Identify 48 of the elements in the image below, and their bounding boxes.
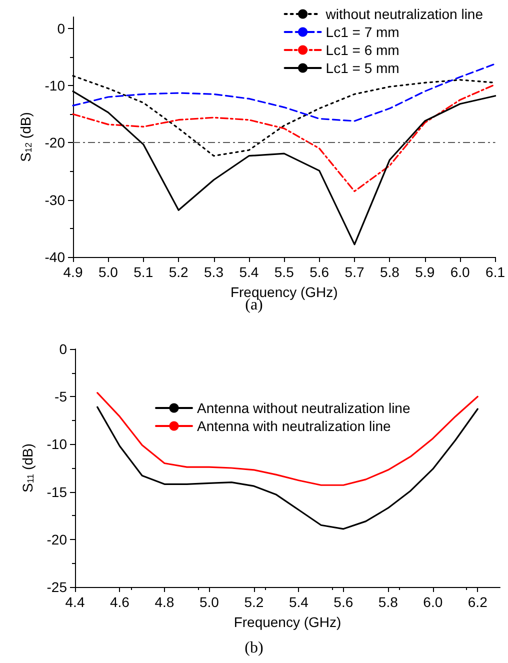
- y-tick-label: -25: [46, 579, 68, 595]
- y-tick-label: -40: [44, 249, 66, 265]
- x-tick-label: 4.6: [110, 594, 130, 610]
- x-tick-label: 4.8: [154, 594, 174, 610]
- legend-label: Lc1 = 7 mm: [326, 24, 400, 40]
- x-tick-label: 5.6: [334, 594, 354, 610]
- x-tick-label: 5.1: [134, 264, 154, 280]
- x-tick-label: 5.5: [274, 264, 294, 280]
- text: (b): [244, 640, 264, 656]
- y-tick-label: -10: [44, 78, 66, 94]
- x-tick-label: 5.9: [415, 264, 435, 280]
- line-series: [72, 63, 496, 122]
- legend-label: Lc1 = 6 mm: [326, 42, 400, 58]
- line-series: [72, 84, 496, 192]
- legend-label: Antenna with neutralization line: [197, 418, 392, 434]
- x-tick-label: 5.3: [204, 264, 224, 280]
- x-tick-label: 6.2: [468, 594, 488, 610]
- x-axis-title: Frequency (GHz): [230, 284, 338, 300]
- y-tick-label: -5: [54, 388, 68, 405]
- x-tick-label: 4.4: [65, 594, 85, 610]
- y-tick-label: 0: [59, 341, 68, 357]
- y-axis-title: S12 (dB): [18, 112, 34, 162]
- x-tick-label: 5.8: [378, 594, 398, 610]
- x-tick-label: 5.4: [288, 594, 309, 610]
- legend-label: Antenna without neutralization line: [197, 400, 410, 416]
- x-tick-label: 5.6: [310, 264, 330, 280]
- x-tick-label: 6.0: [450, 264, 470, 280]
- y-tick-label: -20: [46, 531, 68, 548]
- x-tick-label: 5.8: [380, 264, 400, 280]
- x-tick-label: 5.2: [244, 594, 264, 610]
- x-tick-label: 6.1: [486, 264, 506, 280]
- legend-label: without neutralization line: [324, 6, 484, 22]
- line-series: [96, 392, 478, 486]
- y-tick-label: -30: [44, 192, 66, 208]
- x-tick-label: 5.2: [168, 264, 189, 280]
- x-tick-label: 5.4: [239, 264, 259, 280]
- x-tick-label: 5.7: [344, 264, 364, 280]
- legend-label: Lc1 = 5 mm: [326, 60, 400, 76]
- x-axis-title: Frequency (GHz): [234, 614, 342, 630]
- y-tick-label: -15: [46, 484, 68, 500]
- y-tick-label: -20: [44, 134, 66, 151]
- y-axis-title: S11 (dB): [20, 443, 36, 493]
- x-tick-label: 4.9: [63, 264, 83, 280]
- y-tick-label: 0: [57, 20, 66, 36]
- y-tick-label: -10: [46, 436, 68, 452]
- x-tick-label: 5.0: [199, 594, 220, 610]
- x-tick-label: 5.0: [98, 264, 118, 280]
- x-tick-label: 6.0: [423, 594, 443, 610]
